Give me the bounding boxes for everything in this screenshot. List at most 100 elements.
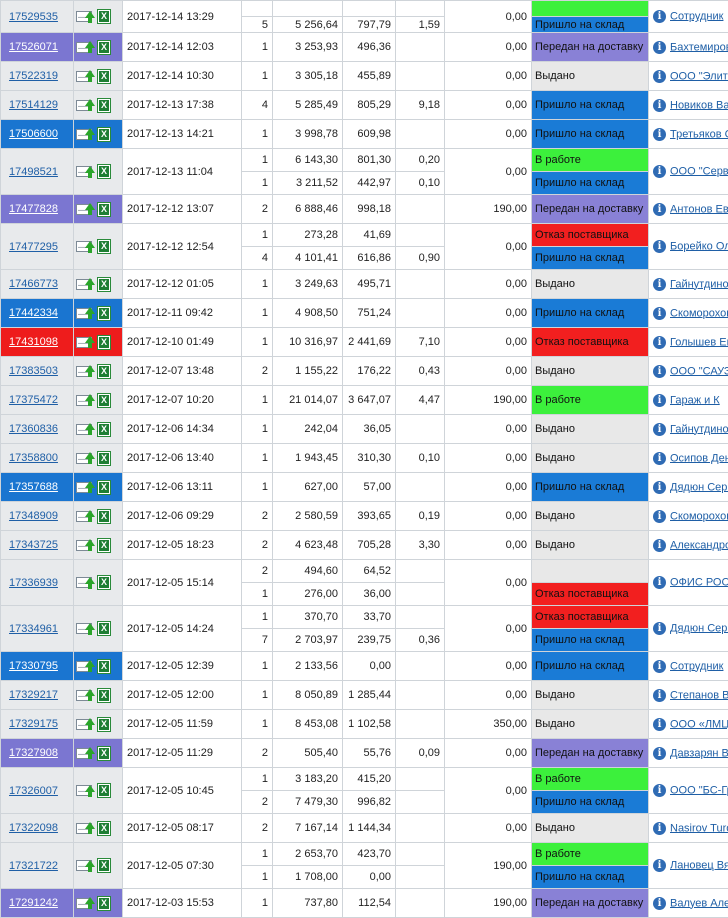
info-icon[interactable]: i — [653, 481, 666, 494]
excel-icon[interactable] — [97, 164, 111, 179]
excel-icon[interactable] — [97, 393, 111, 408]
customer-link[interactable]: Бахтемиров — [670, 41, 728, 53]
customer-link[interactable]: Новиков Ва — [670, 99, 728, 111]
order-id-link[interactable]: 17330795 — [9, 660, 58, 672]
order-id-link[interactable]: 17375472 — [9, 394, 58, 406]
order-id-link[interactable]: 17360836 — [9, 423, 58, 435]
customer-link[interactable]: Третьяков С — [670, 128, 728, 140]
customer-link[interactable]: ООО «ЛМЦ — [670, 718, 728, 730]
excel-icon[interactable] — [97, 9, 111, 24]
order-id-link[interactable]: 17529535 — [9, 11, 58, 23]
order-id-link[interactable]: 17526071 — [9, 41, 58, 53]
customer-link[interactable]: Александро — [670, 539, 728, 551]
order-id-link[interactable]: 17431098 — [9, 336, 58, 348]
order-id-link[interactable]: 17506600 — [9, 128, 58, 140]
order-id-link[interactable]: 17477828 — [9, 203, 58, 215]
customer-link[interactable]: ООО "САУЗ — [670, 365, 728, 377]
excel-icon[interactable] — [97, 364, 111, 379]
order-id-link[interactable]: 17348909 — [9, 510, 58, 522]
info-icon[interactable]: i — [653, 240, 666, 253]
excel-icon[interactable] — [97, 688, 111, 703]
excel-icon[interactable] — [97, 239, 111, 254]
customer-link[interactable]: Сотрудник — [670, 660, 723, 672]
customer-link[interactable]: Дядюн Серг — [670, 481, 728, 493]
customer-link[interactable]: Валуев Але — [670, 897, 728, 909]
info-icon[interactable]: i — [653, 718, 666, 731]
excel-icon[interactable] — [97, 277, 111, 292]
excel-icon[interactable] — [97, 306, 111, 321]
info-icon[interactable]: i — [653, 365, 666, 378]
order-id-link[interactable]: 17498521 — [9, 166, 58, 178]
excel-icon[interactable] — [97, 480, 111, 495]
order-id-link[interactable]: 17326007 — [9, 785, 58, 797]
info-icon[interactable]: i — [653, 784, 666, 797]
info-icon[interactable]: i — [653, 822, 666, 835]
order-id-link[interactable]: 17343725 — [9, 539, 58, 551]
excel-icon[interactable] — [97, 746, 111, 761]
order-id-link[interactable]: 17514129 — [9, 99, 58, 111]
order-id-link[interactable]: 17329217 — [9, 689, 58, 701]
customer-link[interactable]: Давзарян В — [670, 747, 728, 759]
info-icon[interactable]: i — [653, 622, 666, 635]
info-icon[interactable]: i — [653, 128, 666, 141]
excel-icon[interactable] — [97, 575, 111, 590]
excel-icon[interactable] — [97, 127, 111, 142]
excel-icon[interactable] — [97, 621, 111, 636]
excel-icon[interactable] — [97, 451, 111, 466]
customer-link[interactable]: ООО "Серви — [670, 165, 728, 177]
info-icon[interactable]: i — [653, 539, 666, 552]
customer-link[interactable]: Осипов Ден — [670, 452, 728, 464]
customer-link[interactable]: ООО "Элит- — [670, 70, 728, 82]
info-icon[interactable]: i — [653, 897, 666, 910]
customer-link[interactable]: Гайнутдино — [670, 278, 728, 290]
customer-link[interactable]: Лановец Вя — [670, 859, 728, 871]
customer-link[interactable]: ООО "БС-Гр — [670, 784, 728, 796]
info-icon[interactable]: i — [653, 203, 666, 216]
order-id-link[interactable]: 17334961 — [9, 623, 58, 635]
customer-link[interactable]: Голышев Ев — [670, 336, 728, 348]
info-icon[interactable]: i — [653, 70, 666, 83]
info-icon[interactable]: i — [653, 278, 666, 291]
excel-icon[interactable] — [97, 202, 111, 217]
info-icon[interactable]: i — [653, 336, 666, 349]
info-icon[interactable]: i — [653, 10, 666, 23]
customer-link[interactable]: Скоморохов — [670, 510, 728, 522]
customer-link[interactable]: Nasirov Turo — [670, 822, 728, 834]
info-icon[interactable]: i — [653, 307, 666, 320]
excel-icon[interactable] — [97, 717, 111, 732]
excel-icon[interactable] — [97, 40, 111, 55]
excel-icon[interactable] — [97, 538, 111, 553]
info-icon[interactable]: i — [653, 576, 666, 589]
customer-link[interactable]: Гайнутдино — [670, 423, 728, 435]
info-icon[interactable]: i — [653, 510, 666, 523]
excel-icon[interactable] — [97, 335, 111, 350]
order-id-link[interactable]: 17329175 — [9, 718, 58, 730]
order-id-link[interactable]: 17357688 — [9, 481, 58, 493]
customer-link[interactable]: Антонов Ев — [670, 203, 728, 215]
customer-link[interactable]: Степанов В — [670, 689, 728, 701]
customer-link[interactable]: Борейко Ол — [670, 240, 728, 252]
info-icon[interactable]: i — [653, 747, 666, 760]
excel-icon[interactable] — [97, 858, 111, 873]
excel-icon[interactable] — [97, 821, 111, 836]
excel-icon[interactable] — [97, 659, 111, 674]
excel-icon[interactable] — [97, 896, 111, 911]
excel-icon[interactable] — [97, 783, 111, 798]
order-id-link[interactable]: 17336939 — [9, 577, 58, 589]
order-id-link[interactable]: 17327908 — [9, 747, 58, 759]
excel-icon[interactable] — [97, 422, 111, 437]
order-id-link[interactable]: 17466773 — [9, 278, 58, 290]
info-icon[interactable]: i — [653, 859, 666, 872]
excel-icon[interactable] — [97, 69, 111, 84]
info-icon[interactable]: i — [653, 689, 666, 702]
order-id-link[interactable]: 17383503 — [9, 365, 58, 377]
info-icon[interactable]: i — [653, 41, 666, 54]
customer-link[interactable]: Гараж и К — [670, 394, 720, 406]
info-icon[interactable]: i — [653, 165, 666, 178]
order-id-link[interactable]: 17322098 — [9, 822, 58, 834]
info-icon[interactable]: i — [653, 423, 666, 436]
customer-link[interactable]: ОФИС РОСТ — [670, 576, 728, 588]
excel-icon[interactable] — [97, 509, 111, 524]
excel-icon[interactable] — [97, 98, 111, 113]
customer-link[interactable]: Сотрудник — [670, 10, 723, 22]
